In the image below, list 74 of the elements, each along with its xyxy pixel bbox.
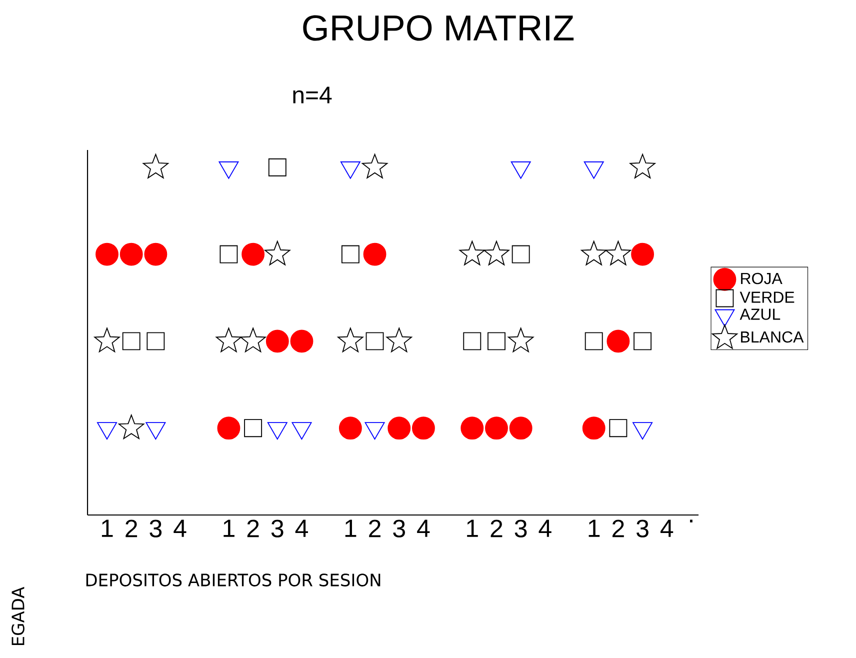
point xyxy=(606,330,630,353)
point xyxy=(220,245,238,264)
point xyxy=(96,242,118,266)
point xyxy=(386,328,412,352)
point xyxy=(631,242,654,266)
point xyxy=(341,245,360,264)
point xyxy=(508,328,534,352)
point xyxy=(94,328,120,352)
x-tick-label: 2 xyxy=(369,520,380,538)
legend-label: AZUL xyxy=(740,308,780,320)
point xyxy=(512,245,530,264)
point xyxy=(362,154,388,178)
x-tick-label: . xyxy=(690,520,692,522)
x-tick-label: 4 xyxy=(174,520,186,537)
chart-title: GRUPO MATRIZ xyxy=(303,15,574,41)
legend-label: VERDE xyxy=(740,292,794,303)
x-tick-label: 1 xyxy=(102,520,113,537)
point xyxy=(363,242,386,266)
point xyxy=(366,332,384,350)
x-tick-label: 3 xyxy=(514,520,527,538)
point xyxy=(240,328,266,352)
point xyxy=(142,154,169,178)
x-tick-label: 4 xyxy=(417,520,430,537)
x-tick-label: 1 xyxy=(588,520,600,537)
point xyxy=(146,332,165,350)
point xyxy=(581,240,607,266)
point xyxy=(609,419,628,438)
point xyxy=(412,416,435,440)
x-tick-label: 2 xyxy=(490,520,502,538)
point xyxy=(582,416,606,440)
point xyxy=(244,419,262,438)
chart-subtitle: n=4 xyxy=(293,86,332,104)
x-tick-label: 4 xyxy=(295,520,308,537)
x-tick-label: 1 xyxy=(224,520,234,537)
point xyxy=(266,330,289,353)
x-tick-label: 3 xyxy=(150,520,162,538)
point xyxy=(290,330,314,353)
point xyxy=(120,242,143,266)
point xyxy=(264,240,290,266)
legend-label: ROJA xyxy=(741,272,782,284)
point xyxy=(484,240,510,266)
point xyxy=(630,154,656,178)
x-tick-label: 4 xyxy=(538,520,552,537)
x-tick-label: 2 xyxy=(126,520,138,538)
x-tick-label: 3 xyxy=(271,520,284,538)
point xyxy=(584,332,603,350)
point xyxy=(509,416,532,440)
x-tick-label: 1 xyxy=(467,520,478,537)
point xyxy=(242,242,265,266)
point xyxy=(634,332,652,350)
point xyxy=(605,240,632,266)
point xyxy=(122,332,140,350)
point xyxy=(485,416,508,440)
point xyxy=(338,328,364,352)
x-axis-title: DEPOSITOS ABIERTOS POR SESION xyxy=(86,574,380,586)
point xyxy=(216,328,242,352)
point xyxy=(460,416,484,440)
x-tick-label: 3 xyxy=(636,520,648,538)
x-tick-label: 2 xyxy=(247,520,259,538)
x-tick-label: 2 xyxy=(612,520,624,538)
x-tick-label: 3 xyxy=(393,520,405,538)
legend-label: BLANCA xyxy=(741,331,804,343)
point xyxy=(459,240,485,266)
x-tick-label: 4 xyxy=(660,520,674,537)
point xyxy=(463,332,482,350)
point xyxy=(268,158,286,176)
point xyxy=(217,416,240,440)
point xyxy=(388,416,411,440)
point xyxy=(488,332,506,350)
point xyxy=(144,242,168,266)
point xyxy=(338,416,362,440)
y-axis-title: EGADA xyxy=(12,586,24,646)
point xyxy=(118,414,144,440)
x-tick-label: 1 xyxy=(345,520,356,537)
